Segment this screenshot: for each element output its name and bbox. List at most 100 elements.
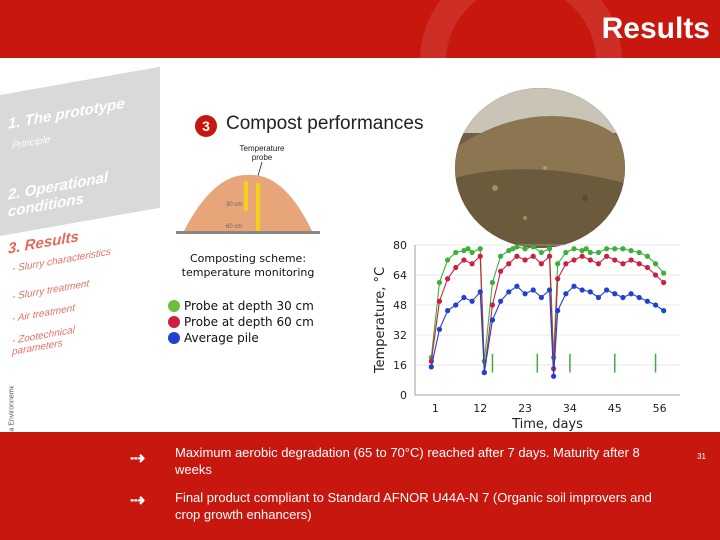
legend-label: Probe at depth 30 cm bbox=[184, 299, 314, 313]
series-point bbox=[514, 253, 520, 259]
legend-item: Probe at depth 60 cm bbox=[168, 314, 314, 330]
notes-panel bbox=[0, 432, 720, 540]
header-bar: Results bbox=[0, 0, 720, 162]
y-tick-label: 32 bbox=[393, 329, 407, 342]
chart-legend: Probe at depth 30 cm Probe at depth 60 c… bbox=[168, 298, 314, 346]
series-point bbox=[461, 257, 467, 263]
series-point bbox=[461, 248, 467, 254]
series-point bbox=[595, 249, 602, 256]
series-point bbox=[652, 302, 659, 308]
series-point bbox=[514, 283, 520, 289]
scheme-caption-line2: temperature monitoring bbox=[181, 266, 315, 279]
series-point bbox=[530, 287, 536, 293]
sidebar-item-label: 1. The prototype bbox=[8, 95, 125, 133]
note-text: Maximum aerobic degradation (65 to 70°C)… bbox=[175, 445, 640, 477]
series-point bbox=[546, 253, 553, 259]
arrow-icon: ⇢ bbox=[130, 448, 146, 468]
probe-label-line2: probe bbox=[252, 153, 273, 162]
series-point bbox=[620, 246, 626, 252]
series-point bbox=[546, 246, 553, 252]
section-number-badge: 3 bbox=[195, 115, 217, 137]
y-tick-label: 48 bbox=[393, 299, 407, 312]
series-point bbox=[477, 246, 483, 252]
series-point bbox=[453, 249, 459, 256]
series-point bbox=[506, 289, 512, 295]
blue-dot-icon bbox=[168, 332, 180, 344]
series-point bbox=[644, 264, 650, 271]
series-line bbox=[430, 285, 665, 377]
series-point bbox=[428, 364, 434, 370]
series-point bbox=[453, 302, 459, 308]
series-point bbox=[644, 298, 650, 304]
x-tick-label: 12 bbox=[473, 402, 487, 415]
series-point bbox=[477, 253, 483, 259]
arrow-icon: ⇢ bbox=[130, 490, 146, 510]
series-point bbox=[555, 276, 561, 282]
series-point bbox=[555, 308, 561, 314]
x-tick-label: 1 bbox=[432, 402, 439, 415]
series-point bbox=[661, 308, 667, 314]
series-point bbox=[469, 261, 475, 267]
series-point bbox=[445, 276, 451, 282]
scheme-caption-line1: Composting scheme: bbox=[189, 252, 307, 265]
series-point bbox=[620, 294, 626, 301]
series-point bbox=[636, 249, 642, 256]
series-point bbox=[587, 249, 593, 256]
series-point bbox=[461, 294, 467, 301]
legend-item: Average pile bbox=[168, 330, 314, 346]
series-point bbox=[604, 246, 610, 252]
legend-label: Average pile bbox=[184, 331, 259, 345]
series-point bbox=[453, 264, 459, 271]
series-point bbox=[498, 268, 504, 274]
series-point bbox=[436, 279, 443, 286]
series-point bbox=[498, 298, 504, 304]
y-tick-label: 0 bbox=[400, 389, 407, 402]
series-point bbox=[522, 246, 528, 252]
series-point bbox=[661, 270, 667, 276]
series-point bbox=[628, 257, 634, 263]
series-point bbox=[579, 248, 585, 254]
series-point bbox=[510, 246, 516, 252]
series-point bbox=[477, 289, 483, 295]
series-point bbox=[514, 244, 520, 250]
series-point bbox=[530, 244, 536, 250]
depth-30-label: 30 cm bbox=[226, 202, 242, 208]
series-line bbox=[430, 255, 665, 373]
y-axis-label: Temperature, °C bbox=[373, 267, 388, 374]
series-point bbox=[579, 253, 585, 259]
series-point bbox=[644, 253, 650, 259]
series-point bbox=[538, 261, 544, 267]
series-point bbox=[538, 249, 544, 256]
series-point bbox=[571, 283, 577, 289]
section-title: Compost performances bbox=[226, 113, 424, 134]
series-point bbox=[571, 246, 577, 252]
series-point bbox=[604, 287, 610, 293]
series-point bbox=[489, 317, 496, 323]
x-axis-label: Time, days bbox=[511, 417, 583, 432]
series-line bbox=[430, 246, 665, 362]
series-point bbox=[481, 369, 487, 376]
composting-scheme: Temperature probe 30 cm 60 cm bbox=[176, 144, 320, 234]
series-point bbox=[530, 253, 536, 259]
series-point bbox=[636, 294, 642, 301]
series-point bbox=[436, 326, 443, 332]
y-tick-label: 80 bbox=[393, 239, 407, 252]
page-title: Results bbox=[601, 12, 710, 45]
series-point bbox=[652, 272, 659, 278]
series-point bbox=[587, 289, 593, 295]
series-point bbox=[445, 257, 451, 263]
series-point bbox=[498, 253, 504, 259]
series-point bbox=[522, 257, 528, 263]
green-dot-icon bbox=[168, 300, 180, 312]
red-dot-icon bbox=[168, 316, 180, 328]
sidebar-subitem-label: - Zootechnical parameters bbox=[12, 324, 75, 358]
series-point bbox=[563, 261, 569, 267]
note-text: Final product compliant to Standard AFNO… bbox=[175, 490, 652, 522]
x-tick-label: 56 bbox=[653, 402, 667, 415]
sidebar-item-results[interactable]: 3. Results - Slurry characteristics - Sl… bbox=[0, 209, 160, 388]
sidebar-subitem-label: Principle bbox=[12, 134, 51, 152]
x-tick-label: 34 bbox=[563, 402, 577, 415]
series-point bbox=[571, 257, 577, 263]
series-point bbox=[445, 308, 451, 314]
series-point bbox=[595, 294, 602, 301]
